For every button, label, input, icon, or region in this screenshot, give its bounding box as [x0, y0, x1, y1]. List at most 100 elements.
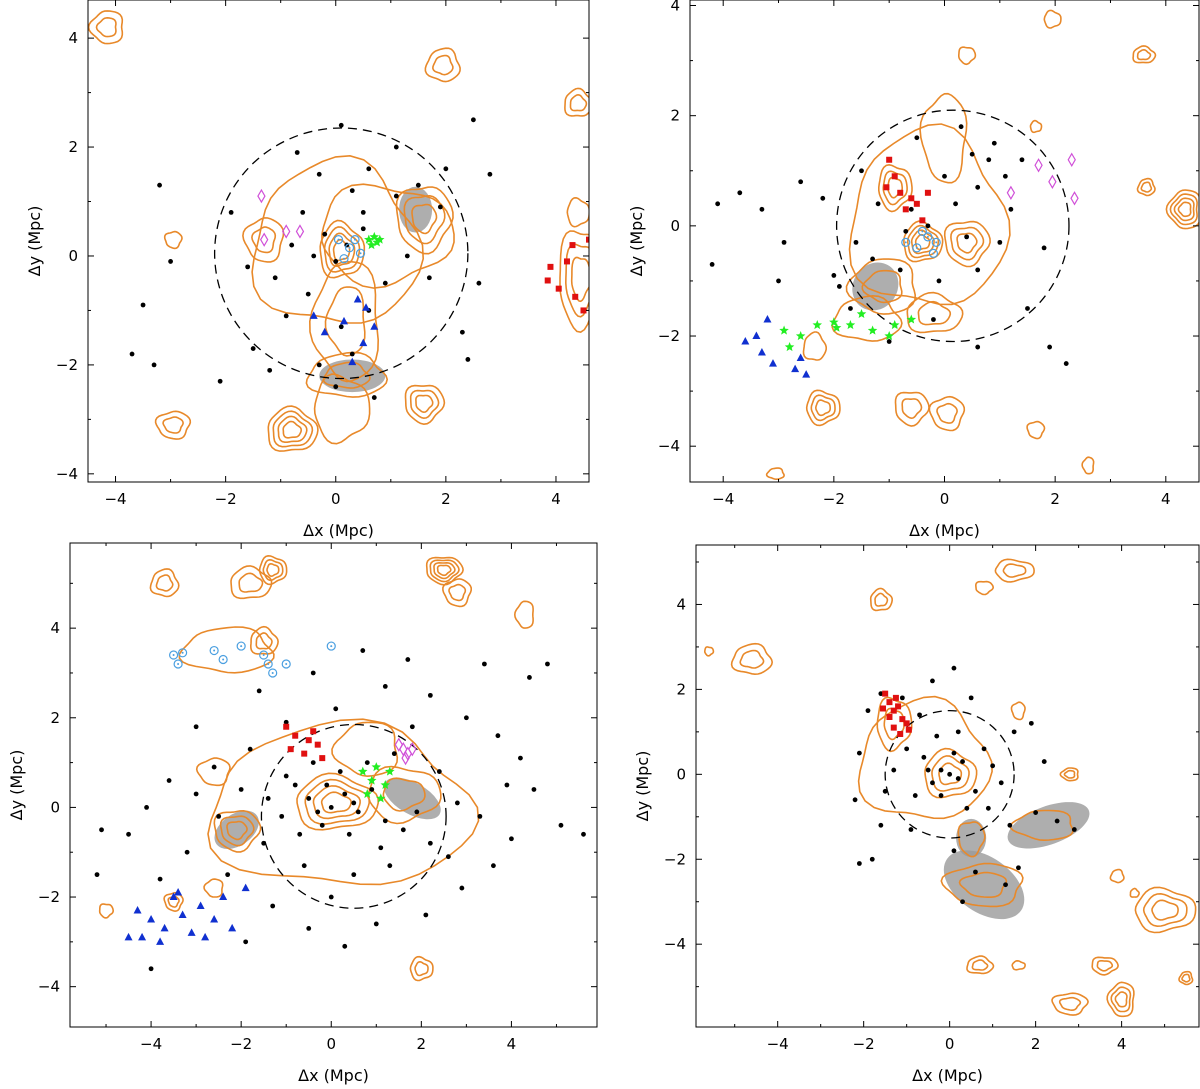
green-star-galaxy — [829, 317, 839, 327]
xray-contour — [409, 389, 440, 420]
xray-contour — [267, 405, 319, 452]
blue-triangle-galaxy — [309, 311, 318, 319]
xray-contour — [958, 46, 977, 66]
y-tick-label: 2 — [676, 680, 686, 698]
member-galaxy — [228, 210, 234, 215]
cyan-circle-galaxy — [263, 659, 273, 669]
member-galaxy — [836, 284, 842, 289]
red-square-galaxy — [886, 713, 893, 720]
xray-contour — [305, 351, 389, 398]
member-galaxy — [899, 695, 905, 701]
cyan-circle-galaxy — [173, 659, 183, 669]
member-galaxy — [360, 648, 366, 653]
member-galaxy — [346, 831, 352, 837]
cyan-circle-center — [271, 671, 274, 674]
gray-region — [383, 777, 441, 820]
xray-contour — [805, 389, 841, 427]
blue-triangle-galaxy — [201, 932, 210, 941]
red-square-galaxy — [569, 242, 576, 249]
x-tick-label: −2 — [230, 1035, 252, 1053]
xray-contour — [149, 568, 180, 598]
xray-contour — [332, 238, 351, 262]
member-galaxy — [382, 818, 388, 824]
member-galaxy — [333, 259, 339, 264]
xray-contour — [814, 399, 831, 417]
member-galaxy — [908, 827, 914, 832]
xray-contour — [328, 232, 356, 268]
member-galaxy — [463, 715, 469, 721]
member-galaxy — [217, 378, 223, 384]
xray-contour — [1178, 970, 1194, 986]
member-galaxy — [798, 179, 804, 185]
red-square-galaxy — [880, 705, 887, 712]
blue-triangle-galaxy — [133, 905, 142, 914]
y-tick-label: 2 — [50, 709, 60, 727]
member-galaxy — [443, 166, 449, 172]
xray-contour — [882, 170, 908, 206]
red-square-galaxy — [905, 726, 912, 733]
member-galaxy — [925, 767, 931, 773]
xray-contour — [876, 696, 913, 753]
member-galaxy — [289, 242, 295, 248]
member-galaxy — [157, 876, 163, 882]
panel-bottom-right: −4 −2 0 2 4 −4 −2 0 2 4 Δx (Mpc) Δy (Mpc) — [633, 544, 1200, 1085]
y-tick-label: −4 — [56, 465, 78, 483]
red-square-galaxy — [586, 236, 589, 243]
member-galaxy — [454, 800, 460, 806]
blue-triangle-galaxy — [796, 353, 805, 362]
xray-contour — [167, 895, 180, 908]
xray-contour — [312, 785, 361, 820]
y-tick-label: 0 — [50, 798, 60, 816]
member-galaxy — [245, 264, 251, 270]
xray-contour — [878, 163, 913, 213]
member-galaxy — [437, 204, 443, 210]
xray-contour — [914, 233, 931, 251]
xray-contour — [906, 291, 964, 334]
member-galaxy — [848, 306, 853, 311]
member-galaxy — [338, 122, 344, 128]
red-square-galaxy — [310, 728, 317, 735]
xray-contour — [564, 87, 589, 117]
xray-contour — [1132, 45, 1157, 64]
member-galaxy — [759, 206, 765, 212]
member-galaxy — [364, 760, 370, 765]
member-galaxy — [1008, 206, 1014, 212]
member-galaxy — [1063, 361, 1069, 366]
red-square-galaxy — [547, 263, 554, 270]
member-galaxy — [875, 201, 881, 207]
gray-region — [852, 262, 899, 311]
member-galaxy — [852, 797, 858, 803]
xray-contour — [1114, 991, 1128, 1008]
cyan-circle-galaxy — [344, 243, 355, 253]
red-square-galaxy — [283, 723, 290, 730]
member-galaxy — [427, 840, 433, 846]
x-tick-label: −4 — [712, 490, 734, 508]
blue-triangle-galaxy — [219, 892, 228, 901]
xray-contour — [382, 777, 426, 812]
red-square-galaxy — [913, 200, 920, 207]
blue-triangle-galaxy — [359, 338, 368, 347]
member-galaxy — [925, 223, 931, 229]
xray-contour — [1177, 201, 1192, 218]
xray-contour — [1109, 868, 1125, 884]
y-tick-label: 0 — [676, 765, 686, 783]
cyan-circle-center — [359, 252, 362, 255]
member-galaxy — [148, 966, 154, 972]
member-galaxy — [342, 791, 348, 797]
red-square-galaxy — [882, 690, 889, 697]
xray-contour — [901, 398, 923, 420]
xray-contour — [1136, 48, 1152, 61]
member-galaxy — [349, 188, 355, 194]
xray-contour — [1110, 986, 1132, 1013]
member-galaxy — [715, 201, 721, 207]
member-galaxy — [947, 771, 953, 777]
xray-contour — [163, 230, 183, 250]
xray-contour — [1151, 899, 1179, 921]
cyan-circle-galaxy — [168, 650, 179, 660]
x-tick-label: 0 — [326, 1035, 336, 1053]
plot-frame — [87, 0, 590, 483]
xray-contour — [251, 226, 277, 254]
cyan-circle-galaxy — [259, 650, 269, 660]
member-galaxy — [991, 140, 997, 146]
member-galaxy — [393, 144, 399, 150]
